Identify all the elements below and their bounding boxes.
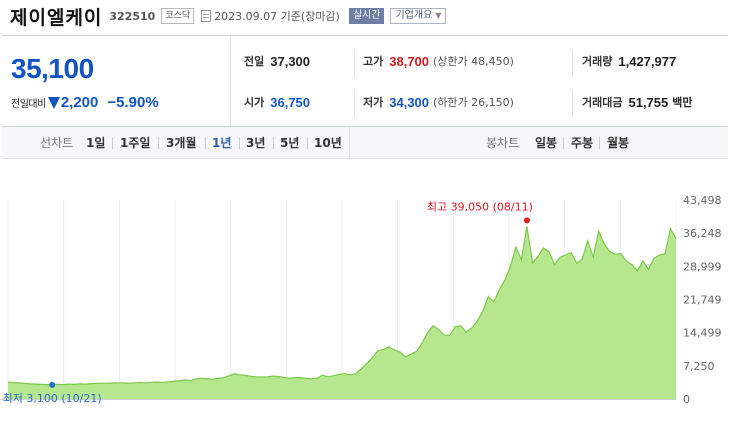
period-option-5y[interactable]: 5년 — [280, 136, 300, 150]
price-line — [7, 226, 677, 386]
y-tick-label: 43,498 — [683, 194, 722, 207]
chart-period-bar: 선차트 1일 1주일 3개월 1년 3년 5년 10년 봉차트 일봉 주봉 월봉 — [2, 127, 728, 159]
stat-low: 저가 34,300 (하한가 26,150) — [363, 92, 514, 112]
y-tick-label: 36,248 — [683, 227, 722, 240]
stock-code: 322510 — [109, 9, 156, 23]
stat-label: 거래대금 — [582, 96, 623, 109]
stat-volume: 거래량 1,427,977 — [582, 51, 676, 71]
current-price-block: 35,100 전일대비 2,200 −5.90% — [2, 36, 231, 126]
min-point-label: 최저 3,100 (10/21) — [3, 392, 102, 405]
price-summary: 35,100 전일대비 2,200 −5.90% 전일 37,300 고가 38… — [2, 35, 728, 127]
divider — [563, 137, 564, 149]
divider — [354, 90, 355, 116]
change-label: 전일대비 — [11, 99, 46, 110]
stat-value: 38,700 — [389, 53, 430, 69]
candle-option-daily[interactable]: 일봉 — [535, 136, 558, 150]
y-tick-label: 14,499 — [683, 327, 722, 340]
y-axis-ticks: 43,498 36,248 28,999 21,749 14,499 7,250 0 — [683, 194, 722, 406]
realtime-button[interactable]: 실시간 — [348, 8, 385, 24]
down-arrow-icon — [47, 96, 60, 109]
divider — [239, 137, 240, 149]
period-option-10y[interactable]: 10년 — [314, 136, 342, 150]
candle-option-monthly[interactable]: 월봉 — [607, 136, 630, 150]
stat-open: 시가 36,750 — [244, 92, 310, 112]
y-tick-label: 28,999 — [683, 260, 722, 273]
lower-limit: (하한가 26,150) — [433, 96, 514, 109]
candle-option-weekly[interactable]: 주봉 — [571, 136, 594, 150]
candle-chart-label: 봉차트 — [486, 136, 520, 150]
line-chart-label: 선차트 — [40, 136, 74, 150]
stat-label: 전일 — [244, 55, 265, 68]
divider — [572, 90, 573, 116]
divider — [112, 137, 113, 149]
max-point-marker — [523, 217, 530, 224]
stock-name: 제이엘케이 — [10, 6, 103, 29]
period-option-3y[interactable]: 3년 — [246, 136, 266, 150]
price-area-chart: 43,498 36,248 28,999 21,749 14,499 7,250 0 최고 … — [0, 194, 722, 406]
stat-value: 51,755 — [628, 94, 669, 110]
change-value: 2,200 — [60, 94, 99, 111]
period-option-3m[interactable]: 3개월 — [166, 136, 197, 150]
min-point-marker — [49, 381, 56, 388]
divider — [354, 50, 355, 76]
stat-prev-close: 전일 37,300 — [244, 51, 310, 71]
divider — [205, 137, 206, 149]
document-icon — [201, 10, 212, 22]
stat-value: 1,427,977 — [618, 53, 677, 69]
stock-header: 제이엘케이 322510 코스닥 2023.09.07 기준(장마감) 실시간 … — [10, 4, 447, 29]
company-info-dropdown[interactable]: 기업개요 ▼ — [390, 8, 447, 24]
period-option-1y[interactable]: 1년 — [212, 136, 232, 150]
period-option-1d[interactable]: 1일 — [86, 136, 106, 150]
divider — [572, 50, 573, 76]
stat-label: 거래량 — [582, 55, 613, 68]
base-date: 2023.09.07 기준(장마감) — [214, 10, 340, 23]
company-info-label: 기업개요 — [395, 10, 433, 21]
divider — [307, 137, 308, 149]
divider — [158, 137, 159, 149]
y-tick-label: 21,749 — [683, 294, 722, 307]
stat-label: 고가 — [363, 55, 384, 68]
stat-value: 36,750 — [270, 94, 311, 110]
chevron-down-icon: ▼ — [435, 11, 442, 20]
current-price: 35,100 — [11, 53, 94, 84]
divider — [349, 127, 350, 159]
stat-label: 시가 — [244, 96, 265, 109]
market-badge: 코스닥 — [161, 8, 195, 24]
stat-value: 34,300 — [389, 94, 430, 110]
stat-label: 저가 — [363, 96, 384, 109]
stat-high: 고가 38,700 (상한가 48,450) — [363, 51, 514, 71]
divider — [273, 137, 274, 149]
stat-value: 37,300 — [270, 53, 311, 69]
change-row: 전일대비 2,200 −5.90% — [11, 94, 159, 111]
stat-amount: 거래대금 51,755 백만 — [582, 92, 693, 112]
period-option-1w[interactable]: 1주일 — [120, 136, 151, 150]
upper-limit: (상한가 48,450) — [433, 55, 514, 68]
y-tick-label: 7,250 — [683, 360, 715, 373]
divider — [599, 137, 600, 149]
change-rate: −5.90% — [107, 94, 159, 111]
stat-unit: 백만 — [672, 96, 693, 109]
price-area — [8, 226, 676, 399]
max-point-label: 최고 39,050 (08/11) — [427, 200, 533, 213]
y-tick-label: 0 — [683, 393, 690, 406]
